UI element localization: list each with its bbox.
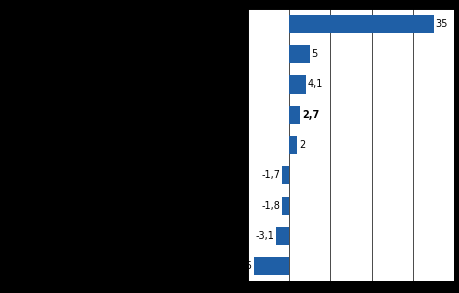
Text: -3,1: -3,1 <box>256 231 274 241</box>
Bar <box>289 45 310 63</box>
Text: -1,7: -1,7 <box>262 170 280 180</box>
Bar <box>289 106 300 124</box>
Text: 4,1: 4,1 <box>308 79 323 89</box>
Text: 5: 5 <box>312 49 318 59</box>
Text: -8,5: -8,5 <box>234 261 252 271</box>
Bar <box>289 136 297 154</box>
Bar <box>289 75 306 93</box>
Bar <box>289 15 434 33</box>
Text: 2: 2 <box>299 140 305 150</box>
Bar <box>276 227 289 245</box>
Text: -1,8: -1,8 <box>261 201 280 211</box>
Text: 35: 35 <box>436 19 448 29</box>
Bar <box>282 166 289 184</box>
Bar <box>254 257 289 275</box>
Bar <box>282 197 289 215</box>
Text: 2,7: 2,7 <box>302 110 319 120</box>
